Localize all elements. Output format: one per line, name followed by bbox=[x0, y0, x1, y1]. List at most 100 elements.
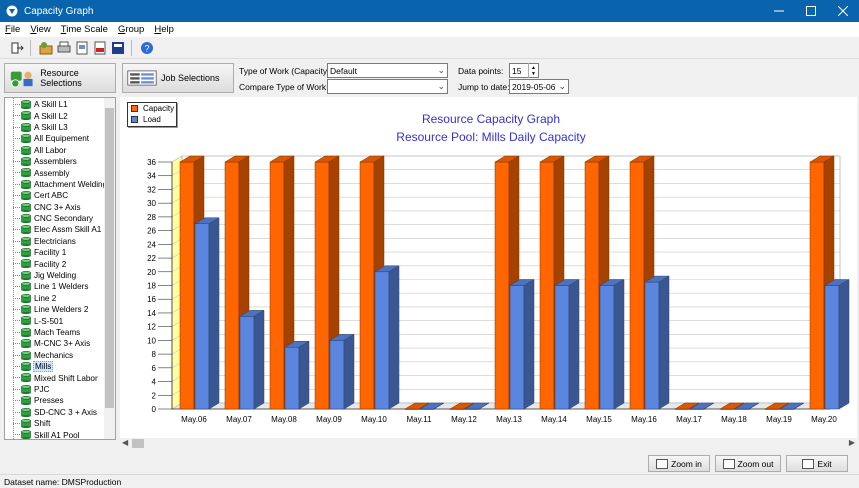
toolbar-separator bbox=[131, 39, 132, 56]
maximize-button[interactable] bbox=[795, 0, 827, 22]
tree-item[interactable]: Jig Welding bbox=[5, 270, 115, 281]
tree-item[interactable]: Presses bbox=[5, 395, 115, 406]
tree-connector bbox=[13, 138, 20, 140]
chart-area: Resource Capacity Graph Resource Pool: M… bbox=[120, 97, 857, 438]
tree-item-label: All Equipement bbox=[34, 134, 90, 144]
menu-view[interactable]: View bbox=[30, 24, 51, 35]
data-points-input[interactable]: 15 bbox=[509, 63, 539, 78]
tree-connector bbox=[13, 354, 20, 356]
tree-item[interactable]: A Skill L1 bbox=[5, 99, 115, 110]
chart-scrollbar-thumb[interactable] bbox=[132, 439, 144, 448]
data-points-spinner[interactable]: ▲ ▼ bbox=[528, 63, 538, 78]
tree-item-label: A Skill L2 bbox=[34, 111, 68, 121]
close-button[interactable] bbox=[827, 0, 859, 22]
tree-connector bbox=[13, 229, 20, 231]
y-tick-label: 24 bbox=[147, 240, 156, 249]
tree-connector bbox=[13, 115, 20, 117]
pdf-toolbar-button[interactable] bbox=[91, 39, 108, 56]
tree-item-label: SD-CNC 3 + Axis bbox=[34, 407, 98, 417]
tree-item[interactable]: Elec Assm Skill A1 bbox=[5, 224, 115, 235]
bar-side-load bbox=[478, 402, 490, 410]
x-tick-label: May.10 bbox=[361, 415, 387, 424]
tree-connector bbox=[13, 240, 20, 242]
bar-load bbox=[194, 223, 210, 410]
tree-item[interactable]: Facility 1 bbox=[5, 247, 115, 258]
tree-item[interactable]: Mills bbox=[5, 361, 115, 373]
database-icon bbox=[21, 259, 31, 269]
minimize-button[interactable] bbox=[763, 0, 795, 22]
database-icon bbox=[21, 327, 31, 337]
tree-item-label: Attachment Welding bbox=[34, 179, 108, 189]
tree-item[interactable]: All Equipement bbox=[5, 133, 115, 144]
x-tick-label: May.18 bbox=[721, 415, 747, 424]
tree-item[interactable]: Assembly bbox=[5, 167, 115, 178]
tree-item[interactable]: SD-CNC 3 + Axis bbox=[5, 407, 115, 418]
tree-item[interactable]: Assemblers bbox=[5, 156, 115, 167]
scroll-left-icon[interactable]: ◀ bbox=[122, 438, 129, 447]
bar-side-capacity bbox=[688, 402, 700, 410]
tree-item[interactable]: Electricians bbox=[5, 236, 115, 247]
database-icon bbox=[21, 225, 31, 235]
export-toolbar-button[interactable] bbox=[109, 39, 126, 56]
tree-item[interactable]: CNC Secondary bbox=[5, 213, 115, 224]
bar-load bbox=[554, 285, 570, 410]
tree-item[interactable]: A Skill L2 bbox=[5, 110, 115, 121]
tree-item[interactable]: Mach Teams bbox=[5, 327, 115, 338]
tree-item[interactable]: Attachment Welding bbox=[5, 179, 115, 190]
menu-group[interactable]: Group bbox=[117, 24, 145, 35]
tree-item[interactable]: CNC 3+ Axis bbox=[5, 202, 115, 213]
resource-selections-button[interactable]: Resource Selections bbox=[4, 63, 116, 93]
print-toolbar-button[interactable] bbox=[55, 39, 72, 56]
menu-file[interactable]: File bbox=[5, 24, 21, 35]
scroll-right-icon[interactable]: ▶ bbox=[848, 438, 855, 447]
x-tick-label: May.13 bbox=[496, 415, 522, 424]
tree-connector bbox=[13, 206, 20, 208]
type-of-work-select[interactable]: Default ⌄ bbox=[327, 63, 448, 78]
tools-icon bbox=[39, 41, 52, 54]
exit-button[interactable]: Exit bbox=[786, 455, 848, 472]
tree-connector bbox=[13, 434, 20, 436]
tree-connector bbox=[13, 274, 20, 276]
compare-type-select[interactable]: ⌄ bbox=[327, 79, 448, 94]
tree-connector bbox=[13, 104, 20, 105]
tree-item[interactable]: M-CNC 3+ Axis bbox=[5, 338, 115, 349]
tree-scrollbar[interactable] bbox=[104, 98, 115, 439]
exit-toolbar-button[interactable] bbox=[8, 39, 25, 56]
jump-to-date-picker[interactable]: 2019-05-06 ⌄ bbox=[509, 79, 569, 94]
tree-item[interactable]: Mechanics bbox=[5, 350, 115, 361]
tree-item[interactable]: Line 1 Welders bbox=[5, 281, 115, 292]
tree-item[interactable]: A Skill L3 bbox=[5, 122, 115, 133]
tree-item[interactable]: Cert ABC bbox=[5, 190, 115, 201]
tree-item[interactable]: Mixed Shift Labor bbox=[5, 372, 115, 383]
capacity-chart: Resource Capacity Graph Resource Pool: M… bbox=[147, 112, 850, 424]
bar-side-load bbox=[343, 333, 355, 410]
tree-item-label: CNC 3+ Axis bbox=[34, 202, 81, 212]
tree-item[interactable]: All Labor bbox=[5, 145, 115, 156]
chart-scrollbar[interactable]: ◀ ▶ bbox=[120, 438, 857, 449]
tree-item[interactable]: Shift bbox=[5, 418, 115, 429]
tree-scrollbar-thumb[interactable] bbox=[105, 108, 114, 408]
chevron-down-icon: ⌄ bbox=[437, 65, 445, 75]
bar-capacity bbox=[179, 161, 195, 410]
print-preview-toolbar-button[interactable] bbox=[73, 39, 90, 56]
job-selections-button[interactable]: Job Selections bbox=[122, 63, 234, 93]
tools-toolbar-button[interactable] bbox=[37, 39, 54, 56]
tree-item[interactable]: L-S-501 bbox=[5, 315, 115, 326]
tree-connector bbox=[13, 195, 20, 197]
x-tick-label: May.20 bbox=[811, 415, 837, 424]
zoom-out-button[interactable]: Zoom out bbox=[715, 455, 781, 472]
resource-selections-label: Resource Selections bbox=[40, 68, 82, 88]
zoom-in-button[interactable]: Zoom in bbox=[648, 455, 710, 472]
tree-connector bbox=[13, 422, 20, 424]
x-tick-label: May.09 bbox=[316, 415, 342, 424]
menu-help[interactable]: Help bbox=[154, 24, 174, 35]
tree-item[interactable]: Skill A1 Pool bbox=[5, 429, 115, 439]
menu-time-scale[interactable]: Time Scale bbox=[60, 24, 108, 35]
tree-item[interactable]: Line 2 bbox=[5, 293, 115, 304]
tree-item-label: A Skill L1 bbox=[34, 100, 68, 110]
tree-item[interactable]: Facility 2 bbox=[5, 258, 115, 269]
tree-item[interactable]: Line Welders 2 bbox=[5, 304, 115, 315]
tree-item[interactable]: PJC bbox=[5, 384, 115, 395]
help-toolbar-button[interactable]: ? bbox=[138, 39, 155, 56]
tree-item-label: Mach Teams bbox=[34, 328, 81, 337]
